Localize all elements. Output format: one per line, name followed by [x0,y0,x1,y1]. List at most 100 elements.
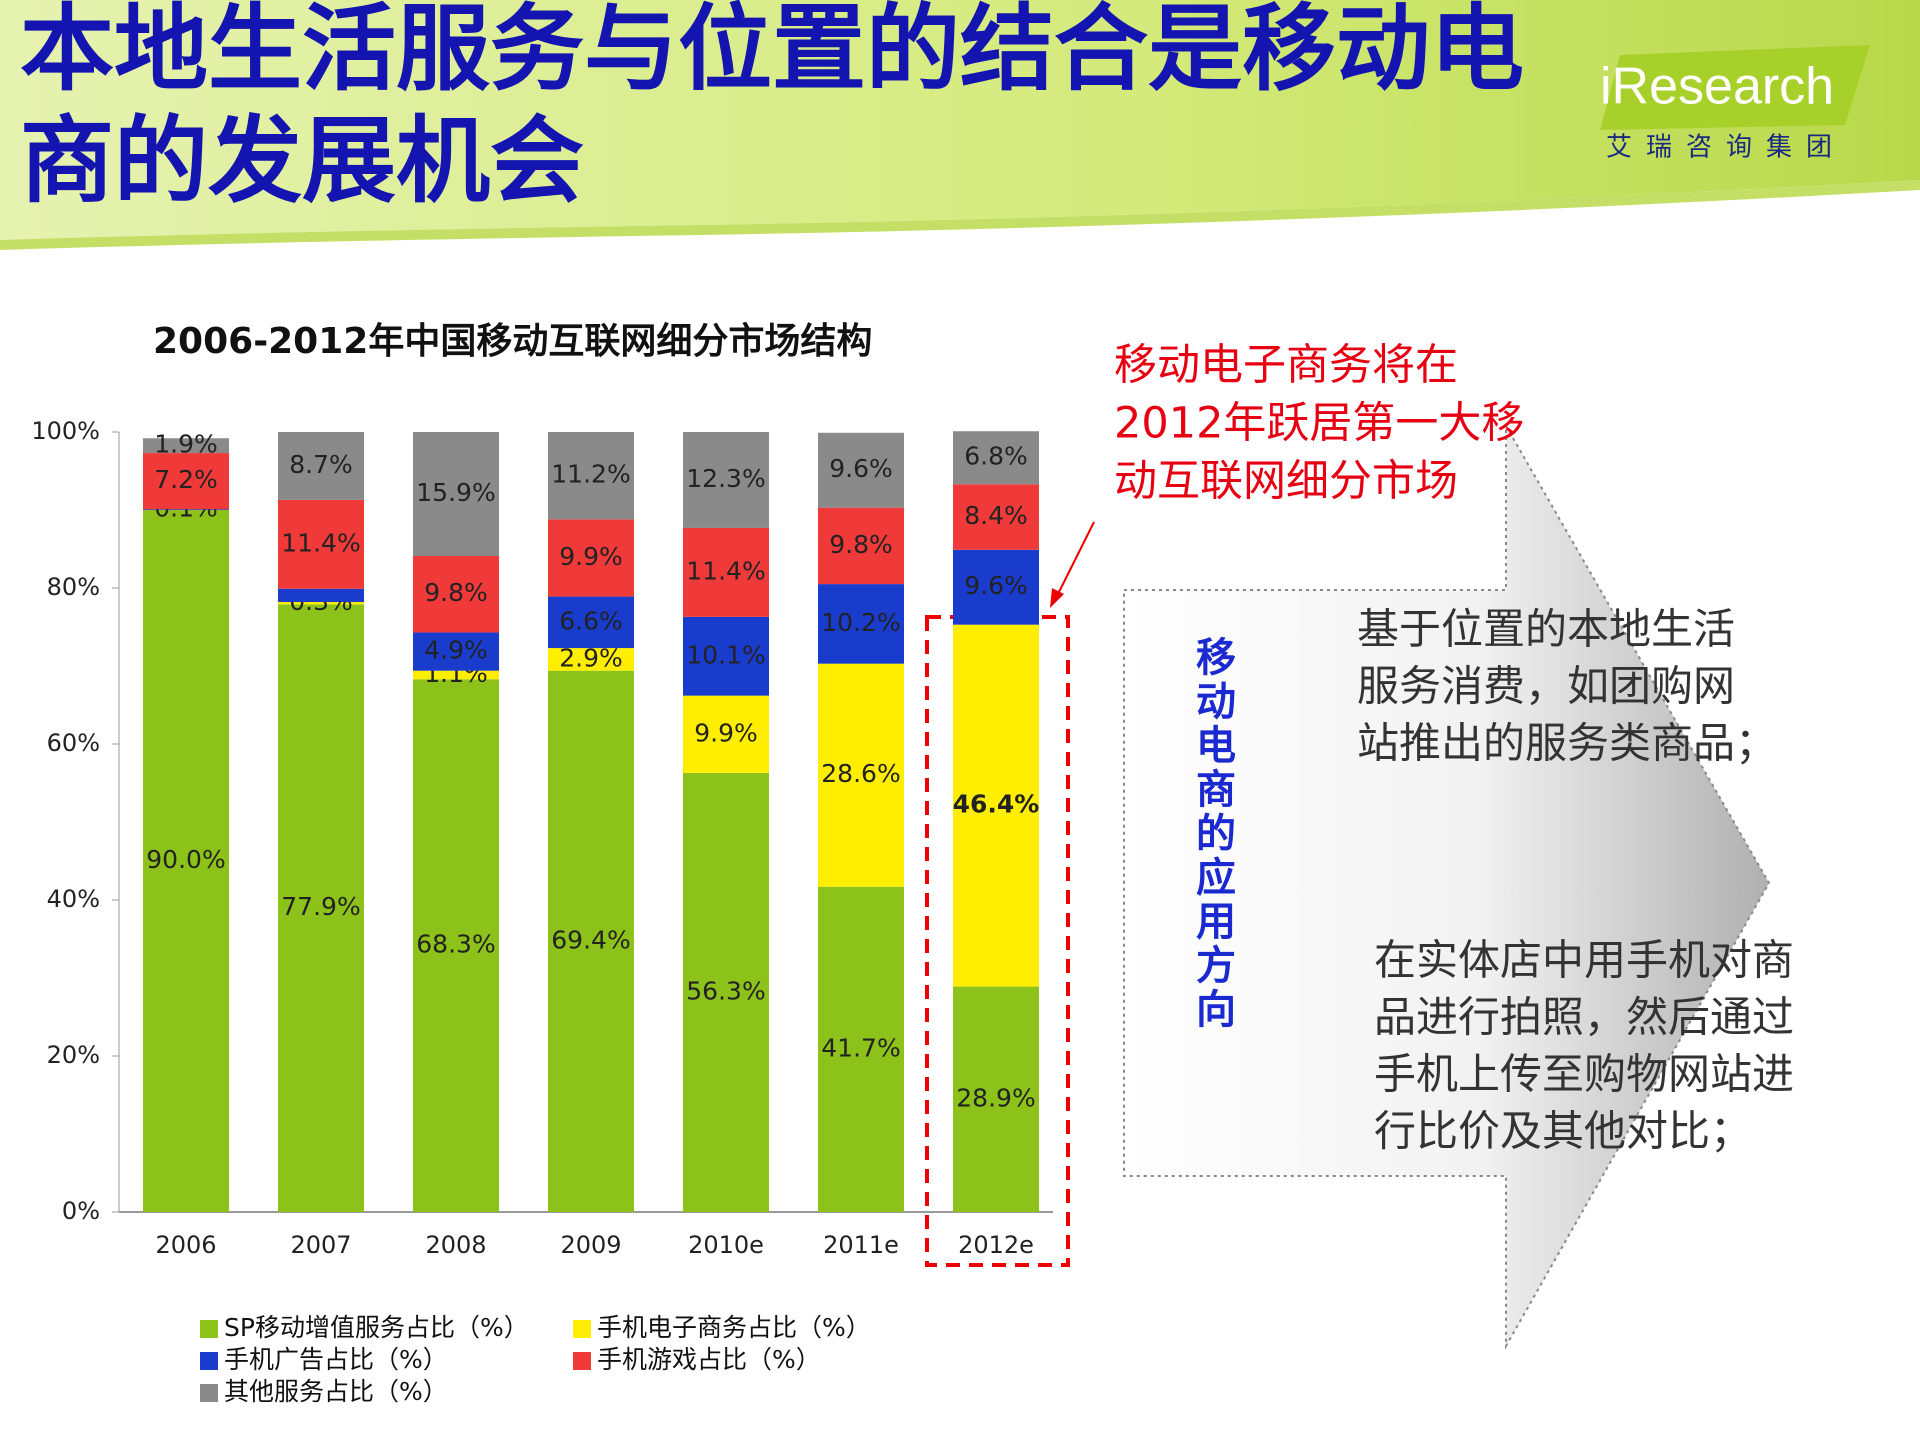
bar-segment [413,670,499,680]
value-label: 1.9% [154,430,218,459]
legend-swatch [573,1320,591,1338]
arrow-label: 向 [1196,987,1236,1033]
x-tick-label: 2008 [425,1231,486,1259]
value-label: 9.8% [829,530,893,559]
bar-segment [818,663,904,887]
header-curve [0,180,1920,250]
arrow-point: 站推出的服务类商品； [1357,719,1777,768]
value-label: 8.4% [964,501,1028,530]
value-label: 9.6% [829,454,893,483]
bar-segment [278,602,364,605]
arrow-label: 应 [1196,855,1236,901]
x-tick-label: 2011e [823,1231,899,1259]
bar-segment [143,509,229,510]
big-arrow [1123,422,1771,1350]
value-label: 68.3% [416,930,495,959]
value-label: 9.6% [964,571,1028,600]
pointer [1054,521,1095,601]
bar-segment [278,588,364,603]
arrow-point: 在实体店中用手机对商 [1374,936,1794,985]
arrow-label: 用 [1196,899,1236,945]
value-label: 10.2% [821,608,900,637]
value-label: 4.9% [424,636,488,665]
bar-segment [278,604,364,1212]
value-label: 11.4% [686,556,765,585]
bar-segment [278,432,364,500]
bar-segment [953,986,1039,1212]
chart: 0%20%40%60%80%100%200690.0%0.1%7.2%1.9%2… [31,417,1053,1406]
logo-bg [1600,45,1870,130]
arrow-label: 移 [1196,635,1236,681]
bar-segment [413,632,499,671]
value-label: 41.7% [821,1033,900,1062]
bar-segment [818,886,904,1212]
page-title: 本地生活服务与位置的结合是移动电 [20,0,1524,104]
legend-swatch [573,1352,591,1370]
x-tick-label: 2012e [958,1231,1034,1259]
y-tick-label: 100% [31,417,100,445]
value-label: 9.8% [424,578,488,607]
bar-segment [548,519,634,597]
arrow-label: 动 [1196,679,1236,725]
value-label: 8.7% [289,450,353,479]
bar-segment [953,624,1039,987]
value-label: 7.2% [154,465,218,494]
value-label: 77.9% [281,892,360,921]
value-label: 11.4% [281,528,360,557]
bar-segment [548,648,634,671]
bar-segment [953,431,1039,485]
logo: iResearch [1600,58,1834,116]
arrow-point: 服务消费，如团购网 [1357,662,1735,711]
value-label: 10.1% [686,640,765,669]
bar-segment [953,549,1039,625]
value-label: 11.2% [551,460,630,489]
y-tick-label: 20% [47,1041,100,1069]
bar-segment [818,584,904,664]
bar-segment [683,616,769,696]
bar-segment [683,772,769,1212]
x-tick-label: 2009 [560,1231,621,1259]
value-label: 28.9% [956,1083,1035,1112]
arrow-label: 的 [1196,811,1236,857]
legend-swatch [200,1320,218,1338]
value-label: 2.9% [559,643,623,672]
bar-segment [413,679,499,1212]
arrow-label: 电 [1196,723,1236,769]
bar-segment [683,527,769,617]
bar-segment [683,432,769,528]
bar-segment [953,484,1039,550]
pointer-head [1050,588,1064,608]
bar-segment [683,695,769,773]
y-tick-label: 40% [47,885,100,913]
annotation: 2012年跃居第一大移 [1114,399,1524,449]
x-tick-label: 2010e [688,1231,764,1259]
bar-segment [278,499,364,589]
bar-segment [413,432,499,557]
bar-segment [818,507,904,585]
chart-title: 2006-2012年中国移动互联网细分市场结构 [153,321,872,362]
bar-segment [548,432,634,520]
arrow-point: 基于位置的本地生活 [1357,605,1735,654]
annotation: 移动电子商务将在 [1114,341,1458,391]
value-label: 12.3% [686,464,765,493]
value-label: 6.8% [964,442,1028,471]
x-tick-label: 2006 [155,1231,216,1259]
annotation: 动互联网细分市场 [1114,457,1458,507]
bar-segment [818,432,904,508]
value-label: 15.9% [416,478,495,507]
bar-segment [143,510,229,1212]
arrow-point: 品进行拍照，然后通过 [1374,993,1794,1042]
x-tick-label: 2007 [290,1231,351,1259]
bar-segment [548,596,634,649]
value-label: 28.6% [821,759,900,788]
arrow-point: 手机上传至购物网站进 [1374,1050,1794,1099]
value-label: 9.9% [559,542,623,571]
header-band [0,0,1920,240]
arrow-label: 商 [1196,767,1236,813]
value-label: 90.0% [146,845,225,874]
bar-segment [413,556,499,633]
legend-label: SP移动增值服务占比（%） [224,1313,529,1342]
arrow-label: 方 [1196,943,1236,989]
